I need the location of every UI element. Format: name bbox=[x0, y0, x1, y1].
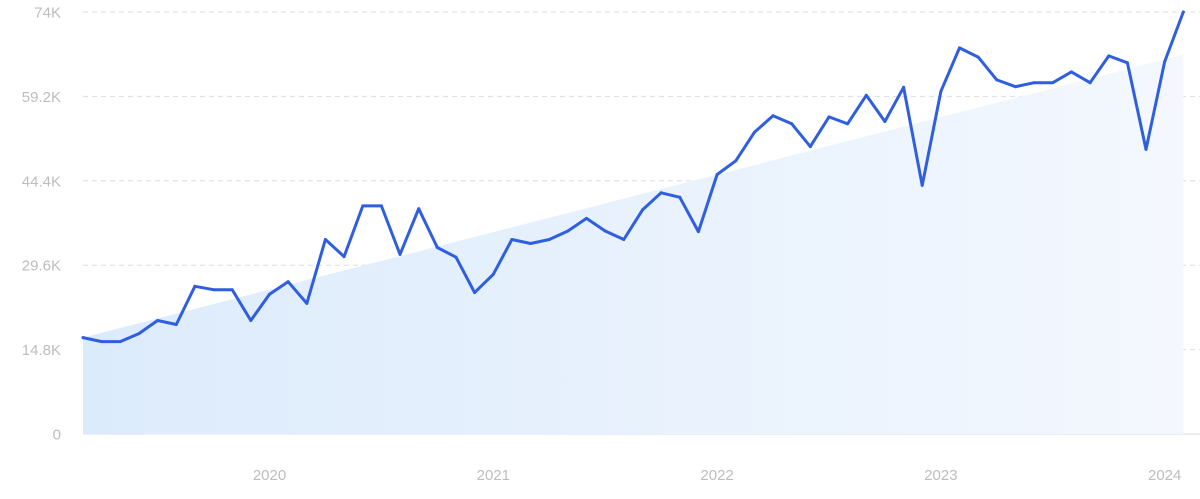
data-point-2022-09 bbox=[864, 93, 868, 97]
x-tick-label-3: 2023 bbox=[924, 467, 957, 484]
data-point-2023-03 bbox=[976, 55, 980, 59]
data-point-2021-03 bbox=[529, 242, 533, 245]
data-point-2022-01 bbox=[715, 173, 719, 176]
data-point-2021-11 bbox=[678, 195, 682, 199]
data-point-2023-06 bbox=[1032, 81, 1036, 85]
data-point-2019-07 bbox=[156, 319, 160, 322]
y-tick-label-2: 29.6K bbox=[22, 258, 61, 275]
y-tick-label-4: 59.2K bbox=[22, 89, 61, 106]
data-point-2022-03 bbox=[752, 130, 756, 134]
data-point-2021-06 bbox=[585, 216, 588, 220]
data-point-2020-03 bbox=[305, 301, 309, 305]
y-tick-label-3: 44.4K bbox=[22, 173, 61, 190]
data-point-2022-12 bbox=[920, 183, 924, 187]
x-axis-tick-labels: 2020 2021 2022 2023 2024 bbox=[253, 467, 1182, 484]
data-point-2022-11 bbox=[902, 85, 906, 89]
y-tick-label-5: 74K bbox=[34, 5, 61, 22]
y-tick-label-1: 14.8K bbox=[22, 342, 61, 359]
series-line bbox=[81, 10, 1185, 344]
y-axis-tick-labels: 0 14.8K 29.6K 44.4K 59.2K 74K bbox=[22, 5, 61, 444]
data-points bbox=[81, 10, 1185, 344]
data-point-2024-02 bbox=[1181, 10, 1185, 14]
x-tick-label-4: 2024 bbox=[1148, 467, 1181, 484]
data-point-2021-01 bbox=[491, 272, 495, 276]
y-tick-label-0: 0 bbox=[53, 427, 61, 444]
data-point-2020-05 bbox=[342, 255, 346, 259]
data-point-2022-06 bbox=[808, 145, 812, 149]
data-point-2019-03 bbox=[81, 336, 85, 340]
data-point-2021-05 bbox=[566, 229, 570, 233]
data-point-2020-10 bbox=[435, 246, 439, 249]
data-point-2019-10 bbox=[212, 288, 215, 292]
data-point-2019-06 bbox=[137, 332, 141, 336]
x-tick-label-1: 2021 bbox=[477, 467, 510, 484]
data-point-2021-02 bbox=[510, 238, 514, 241]
data-point-2022-02 bbox=[734, 159, 738, 163]
data-point-2023-01 bbox=[939, 89, 943, 93]
data-point-2021-10 bbox=[659, 191, 663, 195]
data-point-2023-02 bbox=[958, 46, 961, 50]
data-point-2023-09 bbox=[1088, 81, 1092, 85]
x-tick-label-2: 2022 bbox=[700, 467, 733, 484]
data-point-2023-11 bbox=[1125, 61, 1129, 65]
data-point-2020-01 bbox=[268, 292, 271, 296]
data-point-2024-01 bbox=[1163, 60, 1167, 64]
data-point-2022-04 bbox=[771, 114, 775, 118]
data-point-2021-07 bbox=[603, 229, 607, 233]
data-point-2019-12 bbox=[249, 319, 253, 322]
data-point-2022-08 bbox=[846, 122, 850, 126]
trend-area bbox=[83, 54, 1184, 435]
data-point-2023-12 bbox=[1144, 147, 1148, 151]
data-point-2019-11 bbox=[230, 288, 234, 292]
data-point-2021-12 bbox=[696, 230, 700, 234]
data-point-2021-08 bbox=[622, 238, 626, 241]
data-point-2023-05 bbox=[1014, 85, 1017, 89]
data-point-2023-10 bbox=[1107, 54, 1111, 58]
data-point-2023-08 bbox=[1069, 70, 1073, 74]
data-point-2020-11 bbox=[454, 255, 458, 259]
data-point-2019-08 bbox=[174, 323, 178, 326]
data-point-2022-05 bbox=[790, 122, 794, 126]
data-point-2023-07 bbox=[1051, 81, 1055, 85]
data-point-2019-05 bbox=[118, 340, 122, 344]
data-point-2022-07 bbox=[827, 115, 831, 119]
data-point-2020-07 bbox=[379, 204, 383, 208]
data-point-2019-09 bbox=[193, 284, 197, 288]
data-point-2020-12 bbox=[473, 291, 477, 295]
data-point-2020-06 bbox=[361, 204, 365, 208]
data-point-2020-09 bbox=[417, 207, 421, 211]
x-tick-label-0: 2020 bbox=[253, 467, 286, 484]
data-point-2021-09 bbox=[641, 208, 644, 212]
data-point-2019-04 bbox=[100, 340, 104, 344]
data-point-2021-04 bbox=[547, 238, 551, 241]
data-point-2022-10 bbox=[883, 120, 887, 123]
data-point-2020-04 bbox=[323, 238, 327, 241]
data-point-2020-08 bbox=[398, 252, 402, 256]
data-point-2020-02 bbox=[286, 280, 290, 284]
data-point-2023-04 bbox=[995, 78, 999, 82]
